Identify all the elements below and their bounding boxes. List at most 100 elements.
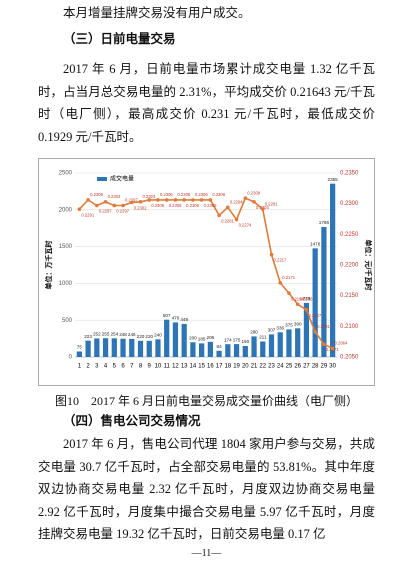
price-marker [269, 252, 274, 257]
x-tick-label: 30 [329, 364, 336, 370]
y-tick-label: 1500 [59, 244, 73, 250]
price-label: 0.2171 [282, 275, 295, 280]
price-label: 0.2136 [300, 296, 313, 301]
y-tick-label: 2500 [59, 171, 73, 177]
bar [312, 248, 318, 357]
x-tick-label: 2 [86, 364, 90, 370]
bar-label: 254 [110, 332, 118, 337]
bar [268, 334, 275, 357]
x-tick-label: 1 [78, 364, 82, 370]
price-label: 0.2154 [291, 296, 304, 301]
price-label: 0.2306 [169, 203, 182, 208]
price-marker [278, 280, 283, 285]
x-tick-label: 13 [181, 364, 188, 370]
x-tick-label: 29 [321, 364, 328, 370]
x-tick-label: 11 [164, 364, 171, 370]
bar [190, 342, 196, 357]
x-tick-label: 19 [233, 364, 240, 370]
price-marker [295, 302, 300, 307]
bar-label: 206 [207, 335, 215, 340]
price-label: 0.2274 [239, 223, 252, 228]
bar-label: 336 [276, 325, 284, 330]
x-tick-label: 7 [130, 364, 134, 370]
x-tick-label: 3 [95, 364, 99, 370]
y2-tick-label: 0.2050 [340, 355, 359, 361]
bar [129, 338, 135, 357]
bar [76, 351, 82, 357]
price-label: 0.2303 [143, 194, 156, 199]
bar-label: 735 [303, 296, 311, 301]
bar-label: 248 [119, 332, 127, 337]
bar [303, 302, 310, 357]
bar [137, 340, 144, 357]
bar [85, 340, 91, 357]
bar-label: 280 [250, 330, 258, 335]
price-label: 0.2294 [230, 199, 243, 204]
bar [216, 350, 222, 357]
y2-axis-label: 单位：元/千瓦时 [364, 240, 373, 291]
price-label: 0.2309 [247, 190, 260, 195]
bar [225, 344, 231, 357]
bar-label: 185 [198, 337, 206, 342]
x-tick-label: 15 [198, 364, 205, 370]
x-tick-label: 5 [113, 364, 117, 370]
price-marker [191, 198, 195, 202]
price-marker [217, 213, 221, 218]
price-label: 0.2291 [81, 212, 94, 217]
y2-tick-label: 0.2200 [340, 263, 359, 269]
bar-label: 246 [128, 332, 136, 337]
price-label: 0.2302 [134, 206, 147, 211]
paragraph: 2017 年 6 月，日前电量市场累计成交电量 1.32 亿千瓦时，占当月总交易… [38, 62, 375, 144]
price-marker [77, 207, 82, 211]
price-marker [138, 200, 143, 204]
y2-tick-label: 0.2350 [340, 171, 359, 177]
price-label: 0.2303 [108, 194, 121, 199]
x-tick-label: 24 [277, 364, 284, 370]
price-marker [208, 198, 213, 202]
x-tick-label: 9 [148, 364, 152, 370]
price-marker [199, 198, 204, 202]
bar [330, 183, 336, 357]
bar-label: 200 [189, 335, 197, 340]
bar [199, 343, 205, 357]
x-tick-label: 23 [268, 364, 275, 370]
price-marker [182, 198, 186, 202]
bar-label: 375 [285, 323, 293, 328]
price-marker [164, 198, 169, 202]
x-tick-label: 14 [190, 364, 197, 370]
price-marker [173, 198, 178, 202]
bar [260, 341, 266, 357]
x-tick-label: 4 [104, 364, 108, 370]
y-tick-label: 500 [62, 318, 73, 324]
bar [277, 332, 283, 357]
bar [207, 341, 213, 357]
y-axis-label: 单位：万千瓦时 [44, 241, 53, 290]
legend-swatch [97, 177, 107, 181]
bar-label: 2355 [328, 177, 339, 182]
x-tick-label: 20 [242, 364, 249, 370]
y2-tick-label: 0.2300 [340, 201, 359, 207]
price-label: 0.2127 [308, 313, 321, 318]
bar-label: 220 [145, 334, 153, 339]
y-tick-label: 1000 [59, 281, 73, 287]
bar-label: 307 [268, 328, 276, 333]
bar [94, 338, 100, 357]
price-marker [86, 198, 90, 202]
bar-label: 223 [84, 334, 92, 339]
bar-label: 174 [224, 337, 232, 342]
price-marker [226, 205, 230, 210]
y2-tick-label: 0.2150 [340, 293, 359, 299]
x-tick-label: 27 [303, 364, 310, 370]
price-marker [112, 203, 117, 208]
bar-label: 211 [259, 335, 267, 340]
bar [120, 338, 126, 357]
bar-label: 255 [102, 331, 110, 336]
bar-label: 1766 [319, 220, 330, 225]
bar [155, 339, 161, 357]
chart: 0 500 1000 1500 2000 2500 0.2050 0.2100 0.2150 0.… [38, 158, 375, 386]
figure-caption: 图10 2017 年 6 月日前电量交易成交量价曲线（电厂侧） [54, 394, 358, 408]
y-tick-label: 0 [69, 355, 73, 361]
price-label: 0.2306 [186, 203, 199, 208]
paragraph: 本月增量挂牌交易没有用户成交。 [63, 6, 251, 20]
